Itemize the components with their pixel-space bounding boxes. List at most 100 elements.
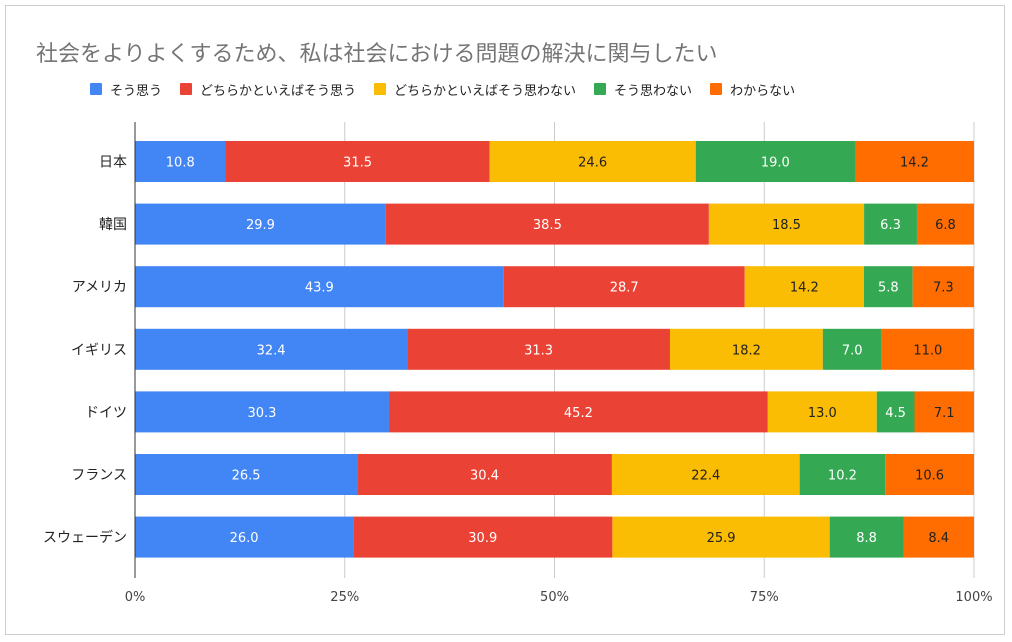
bar-segment xyxy=(822,328,882,370)
legend-item: どちらかといえばそう思う xyxy=(180,80,356,99)
data-label: 38.5 xyxy=(533,218,562,233)
data-label: 22.4 xyxy=(691,469,720,484)
data-label: 30.4 xyxy=(470,469,499,484)
data-label: 10.2 xyxy=(828,469,857,484)
data-label: 10.6 xyxy=(915,469,944,484)
data-label: 28.7 xyxy=(610,281,639,296)
bar-segment xyxy=(708,203,865,245)
data-label: 29.9 xyxy=(246,218,275,233)
bar-segment xyxy=(135,328,408,370)
data-label: 8.8 xyxy=(856,531,877,546)
data-label: 7.1 xyxy=(934,406,955,421)
data-label: 30.9 xyxy=(468,531,497,546)
category-label: 韓国 xyxy=(99,217,127,233)
category-label: フランス xyxy=(71,468,127,484)
bar-segment xyxy=(611,454,800,495)
bar-segment xyxy=(388,391,768,433)
data-label: 5.8 xyxy=(878,281,899,296)
x-tick-label: 25% xyxy=(330,590,359,605)
chart-title: 社会をよりよくするため、私は社会における問題の解決に関与したい xyxy=(36,42,718,67)
bar-segment xyxy=(385,203,709,245)
legend-swatch xyxy=(180,83,193,95)
data-label: 7.0 xyxy=(842,343,863,358)
legend-label: そう思わない xyxy=(614,83,693,99)
legend-item: どちらかといえばそう思わない xyxy=(374,80,576,99)
category-label: アメリカ xyxy=(72,280,127,296)
bar-segment xyxy=(503,266,745,308)
data-label: 24.6 xyxy=(578,156,607,171)
bar-segment xyxy=(669,328,823,370)
legend-label: どちらかといえばそう思う xyxy=(200,83,357,99)
bar-segment xyxy=(864,203,917,245)
legend-label: そう思う xyxy=(110,83,163,99)
bar-segment xyxy=(903,516,974,558)
legend-swatch xyxy=(374,83,387,95)
data-label: 32.4 xyxy=(257,343,286,358)
data-label: 13.0 xyxy=(808,406,837,421)
data-label: 25.9 xyxy=(707,531,736,546)
category-label: ドイツ xyxy=(85,405,127,421)
bar-segment xyxy=(225,141,490,182)
bar-segment xyxy=(881,328,974,370)
bar-segment xyxy=(612,516,830,558)
bar-segment xyxy=(914,391,974,433)
data-label: 6.8 xyxy=(935,218,956,233)
data-label: 11.0 xyxy=(913,343,942,358)
data-label: 45.2 xyxy=(564,406,593,421)
data-label: 31.5 xyxy=(343,156,372,171)
bar-segment xyxy=(135,141,226,182)
chart-legend: そう思う どちらかといえばそう思う どちらかといえばそう思わない そう思わない わからな… xyxy=(90,80,813,99)
bar-segment xyxy=(135,391,389,433)
legend-swatch xyxy=(710,83,723,95)
data-label: 26.5 xyxy=(232,469,261,484)
x-tick-label: 50% xyxy=(540,590,569,605)
bar-segment xyxy=(135,516,354,558)
bar-segment xyxy=(885,454,974,495)
bar-segment xyxy=(135,203,386,245)
data-label: 31.3 xyxy=(524,343,553,358)
bar-segment xyxy=(854,141,974,182)
x-tick-label: 0% xyxy=(125,590,146,605)
category-label: イギリス xyxy=(71,342,127,358)
data-label: 4.5 xyxy=(885,406,906,421)
bar-segment xyxy=(407,328,670,370)
legend-swatch xyxy=(90,83,102,95)
data-label: 19.0 xyxy=(761,156,790,171)
bar-segment xyxy=(135,266,504,308)
bar-segment xyxy=(863,266,913,308)
x-tick-label: 100% xyxy=(955,590,992,605)
bar-segment xyxy=(912,266,974,308)
bar-segment xyxy=(744,266,864,308)
data-label: 18.2 xyxy=(732,343,761,358)
legend-item: そう思わない xyxy=(594,80,692,99)
data-label: 10.8 xyxy=(166,156,195,171)
bar-segment xyxy=(876,391,915,433)
data-label: 6.3 xyxy=(880,218,901,233)
bar-segment xyxy=(799,454,886,495)
legend-item: わからない xyxy=(710,80,795,99)
bar-segment xyxy=(695,141,855,182)
data-label: 30.3 xyxy=(248,406,277,421)
bar-segment xyxy=(489,141,696,182)
data-label: 26.0 xyxy=(230,531,259,546)
data-label: 14.2 xyxy=(790,281,819,296)
bar-segment xyxy=(357,454,612,495)
bar-segment xyxy=(916,203,974,245)
bar-segment xyxy=(767,391,877,433)
legend-swatch xyxy=(594,83,607,95)
data-label: 8.4 xyxy=(928,531,949,546)
bar-segment xyxy=(353,516,613,558)
data-label: 14.2 xyxy=(900,156,929,171)
category-label: スウェーデン xyxy=(43,529,127,546)
legend-label: どちらかといえばそう思わない xyxy=(394,83,577,99)
bar-segment xyxy=(135,454,358,495)
legend-label: わからない xyxy=(730,83,796,99)
x-tick-label: 75% xyxy=(750,590,779,605)
data-label: 7.3 xyxy=(933,281,954,296)
data-label: 18.5 xyxy=(772,218,801,233)
data-label: 43.9 xyxy=(305,281,334,296)
legend-item: そう思う xyxy=(90,80,162,99)
category-label: 日本 xyxy=(99,155,127,171)
bar-segment xyxy=(829,516,904,558)
